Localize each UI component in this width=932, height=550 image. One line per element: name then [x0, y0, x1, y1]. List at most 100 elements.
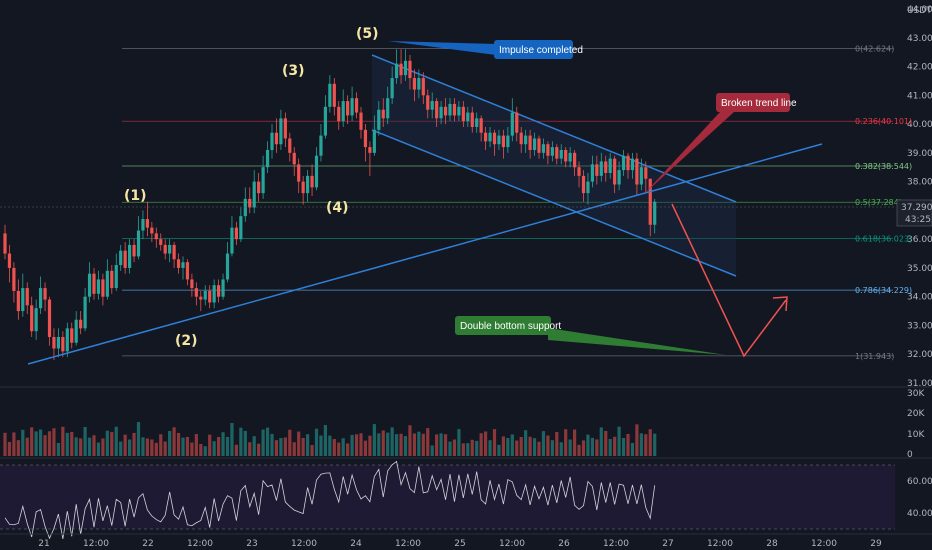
volume-bar: [515, 440, 519, 456]
volume-bar: [128, 439, 132, 456]
volume-bar: [25, 437, 29, 456]
double-bottom-callout[interactable]: Double bottom support: [455, 316, 726, 355]
volume-bar: [172, 427, 176, 456]
candle-body: [172, 244, 176, 260]
candle-body: [559, 149, 563, 159]
candle-body: [79, 319, 83, 329]
candle-body: [426, 95, 430, 110]
price-tick-label: 42.000: [907, 63, 932, 73]
volume-bar: [608, 439, 612, 456]
volume-bar: [225, 436, 230, 456]
volume-bar: [181, 437, 185, 456]
volume-bar: [199, 443, 203, 456]
volume-bar: [150, 439, 154, 456]
time-tick-label: 12:00: [603, 539, 629, 549]
candle-body: [532, 138, 537, 150]
candle-body: [47, 299, 52, 337]
volume-bar: [154, 442, 158, 456]
fib-level-label: 0.786(34.229): [855, 286, 912, 295]
volume-bar: [243, 430, 247, 456]
candle-body: [7, 253, 12, 268]
rising-trend-line[interactable]: [27, 143, 823, 365]
volume-bar: [283, 437, 287, 456]
price-tick-label: 36.000: [907, 235, 932, 245]
volume-bar: [497, 444, 501, 456]
time-tick-label: 25: [454, 539, 465, 549]
impulse-callout[interactable]: Impulse completed: [388, 40, 583, 59]
candle-body: [110, 270, 114, 289]
candle-body: [292, 152, 296, 165]
candle-body: [648, 178, 652, 225]
volume-bar: [79, 438, 83, 456]
volume-bar: [328, 435, 332, 456]
time-axis[interactable]: 21 12:00 22 12:00 23 12:00 24 12:00 25 12:00 26 12:…: [38, 539, 882, 549]
channel-upper-line[interactable]: [371, 54, 737, 203]
candle-body: [61, 336, 65, 352]
volume-bar: [479, 433, 483, 456]
volume-bar: [626, 433, 630, 456]
candle-body: [644, 167, 648, 179]
candle-body: [346, 101, 350, 116]
wave-3-label: (3): [282, 63, 305, 79]
candle-body: [524, 135, 528, 145]
time-tick-label: 23: [246, 539, 257, 549]
volume-bar: [421, 433, 425, 456]
price-tick-label: 43.000: [907, 34, 932, 44]
volume-bar: [145, 438, 149, 456]
fibonacci-retracement[interactable]: 0(42.624) 0.236(40.101) 0.382(38.544) 0.5(3…: [122, 45, 912, 361]
volume-bar: [92, 435, 96, 456]
volume-bar: [452, 439, 457, 456]
volume-bar: [319, 435, 323, 456]
candle-body: [359, 112, 363, 130]
candle-body: [403, 60, 408, 76]
volume-bar: [412, 433, 416, 456]
projection-arrow[interactable]: [671, 203, 788, 358]
candle-body: [257, 181, 261, 194]
volume-bar: [12, 432, 16, 456]
candle-body: [323, 106, 327, 136]
volume-bar: [395, 434, 399, 456]
price-tick-label: 33.000: [907, 321, 932, 331]
candlestick-series: [3, 49, 657, 360]
volume-bar: [555, 432, 559, 456]
volume-bar: [377, 433, 381, 456]
fib-level-label: 0.5(37.284): [855, 198, 902, 207]
candle-body: [92, 273, 96, 294]
volume-bar: [43, 435, 47, 456]
volume-bar: [528, 436, 532, 456]
candle-body: [653, 201, 657, 225]
candle-body: [163, 244, 167, 254]
broken-trend-callout[interactable]: Broken trend line: [644, 93, 797, 194]
volume-bar: [119, 441, 123, 456]
candle-body: [65, 328, 69, 352]
volume-bar: [604, 430, 608, 456]
candle-body: [70, 328, 74, 343]
arrow-head: [772, 296, 788, 312]
volume-bar: [270, 433, 274, 456]
candle-body: [595, 164, 599, 176]
impulse-text: Impulse completed: [499, 45, 583, 56]
volume-bar: [346, 443, 350, 456]
volume-bar: [466, 443, 470, 456]
volume-bar: [70, 431, 74, 456]
double-bottom-text: Double bottom support: [460, 321, 561, 332]
candle-body: [350, 98, 354, 116]
volume-bar: [163, 441, 167, 456]
candle-body: [12, 267, 16, 291]
candle-body: [243, 198, 247, 217]
volume-bar: [257, 443, 261, 456]
rsi-label-40: 40.00: [907, 509, 932, 519]
candle-countdown: 43:25: [905, 215, 931, 225]
volume-bar: [292, 442, 296, 456]
candle-body: [617, 170, 621, 185]
candle-body: [417, 78, 421, 90]
channel-lower-line[interactable]: [371, 129, 737, 277]
time-tick-label: 12:00: [83, 539, 109, 549]
volume-bar: [190, 442, 194, 456]
volume-bar: [234, 444, 238, 456]
candle-body: [568, 152, 572, 162]
price-tick-label: 34.000: [907, 293, 932, 303]
candle-body: [181, 262, 185, 268]
volume-bar: [265, 427, 270, 456]
